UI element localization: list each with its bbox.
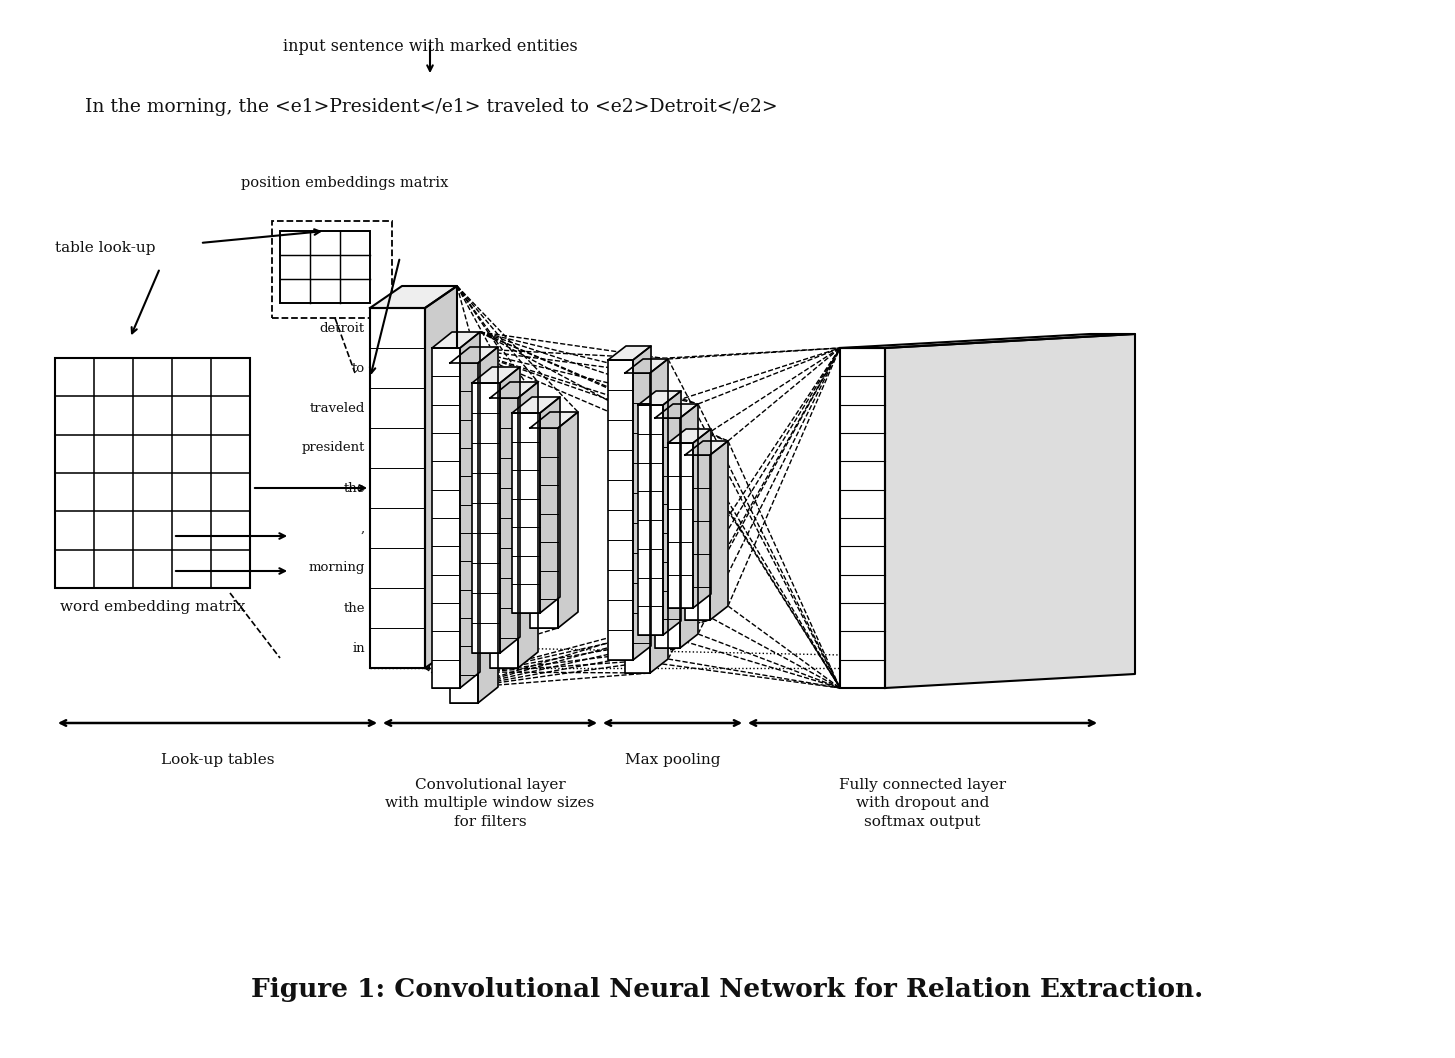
- Bar: [512, 413, 540, 613]
- Text: Convolutional layer
with multiple window sizes
for filters: Convolutional layer with multiple window…: [386, 778, 595, 828]
- Bar: [685, 455, 710, 620]
- Polygon shape: [655, 404, 698, 418]
- Bar: [432, 348, 460, 688]
- Polygon shape: [668, 428, 711, 443]
- Polygon shape: [885, 334, 1135, 688]
- Text: entity 1: entity 1: [118, 528, 175, 542]
- Polygon shape: [633, 346, 650, 660]
- Bar: [668, 443, 693, 608]
- Polygon shape: [530, 412, 578, 428]
- Polygon shape: [479, 347, 498, 703]
- Text: Fully connected layer
with dropout and
softmax output: Fully connected layer with dropout and s…: [840, 778, 1005, 828]
- Polygon shape: [471, 367, 519, 383]
- Text: input sentence with marked entities: input sentence with marked entities: [282, 38, 578, 55]
- Polygon shape: [501, 367, 519, 653]
- Bar: [626, 373, 650, 673]
- Bar: [530, 428, 559, 628]
- Polygon shape: [685, 441, 728, 455]
- Text: traveled: traveled: [310, 401, 365, 415]
- Bar: [608, 360, 633, 660]
- Text: detroit: detroit: [320, 322, 365, 334]
- Text: word embedding matrix: word embedding matrix: [60, 600, 246, 614]
- Polygon shape: [710, 441, 728, 620]
- Text: In the morning, the <e1>President</e1> traveled to <e2>Detroit</e2>: In the morning, the <e1>President</e1> t…: [84, 98, 777, 116]
- Text: the: the: [343, 481, 365, 494]
- Bar: [55, 358, 250, 588]
- Text: Look-up tables: Look-up tables: [160, 753, 274, 767]
- Polygon shape: [559, 412, 578, 628]
- Bar: [490, 398, 518, 668]
- Bar: [655, 418, 679, 647]
- Polygon shape: [626, 359, 668, 373]
- Bar: [370, 308, 425, 668]
- Text: Max pooling: Max pooling: [624, 753, 720, 767]
- Polygon shape: [608, 346, 650, 360]
- Bar: [272, 221, 391, 318]
- Polygon shape: [370, 286, 457, 308]
- Polygon shape: [840, 334, 1135, 348]
- Text: ,: ,: [361, 522, 365, 534]
- Polygon shape: [637, 391, 681, 405]
- Polygon shape: [425, 286, 457, 668]
- Bar: [840, 348, 885, 688]
- Text: table look-up: table look-up: [55, 241, 156, 255]
- Text: president: president: [301, 441, 365, 455]
- Polygon shape: [460, 332, 480, 688]
- Text: position embeddings matrix: position embeddings matrix: [242, 176, 448, 190]
- Text: the: the: [343, 602, 365, 615]
- Polygon shape: [540, 397, 560, 613]
- Bar: [279, 231, 370, 303]
- Text: entity 2: entity 2: [118, 563, 175, 577]
- Text: in: in: [352, 641, 365, 655]
- Polygon shape: [490, 382, 538, 398]
- Text: morning: morning: [308, 562, 365, 574]
- Polygon shape: [650, 359, 668, 673]
- Bar: [450, 363, 479, 703]
- Text: Figure 1: Convolutional Neural Network for Relation Extraction.: Figure 1: Convolutional Neural Network f…: [250, 978, 1203, 1003]
- Polygon shape: [518, 382, 538, 668]
- Polygon shape: [512, 397, 560, 413]
- Bar: [471, 383, 501, 653]
- Polygon shape: [432, 332, 480, 348]
- Polygon shape: [679, 404, 698, 647]
- Bar: [637, 405, 663, 635]
- Polygon shape: [663, 391, 681, 635]
- Polygon shape: [693, 428, 711, 608]
- Polygon shape: [450, 347, 498, 363]
- Text: to: to: [352, 362, 365, 375]
